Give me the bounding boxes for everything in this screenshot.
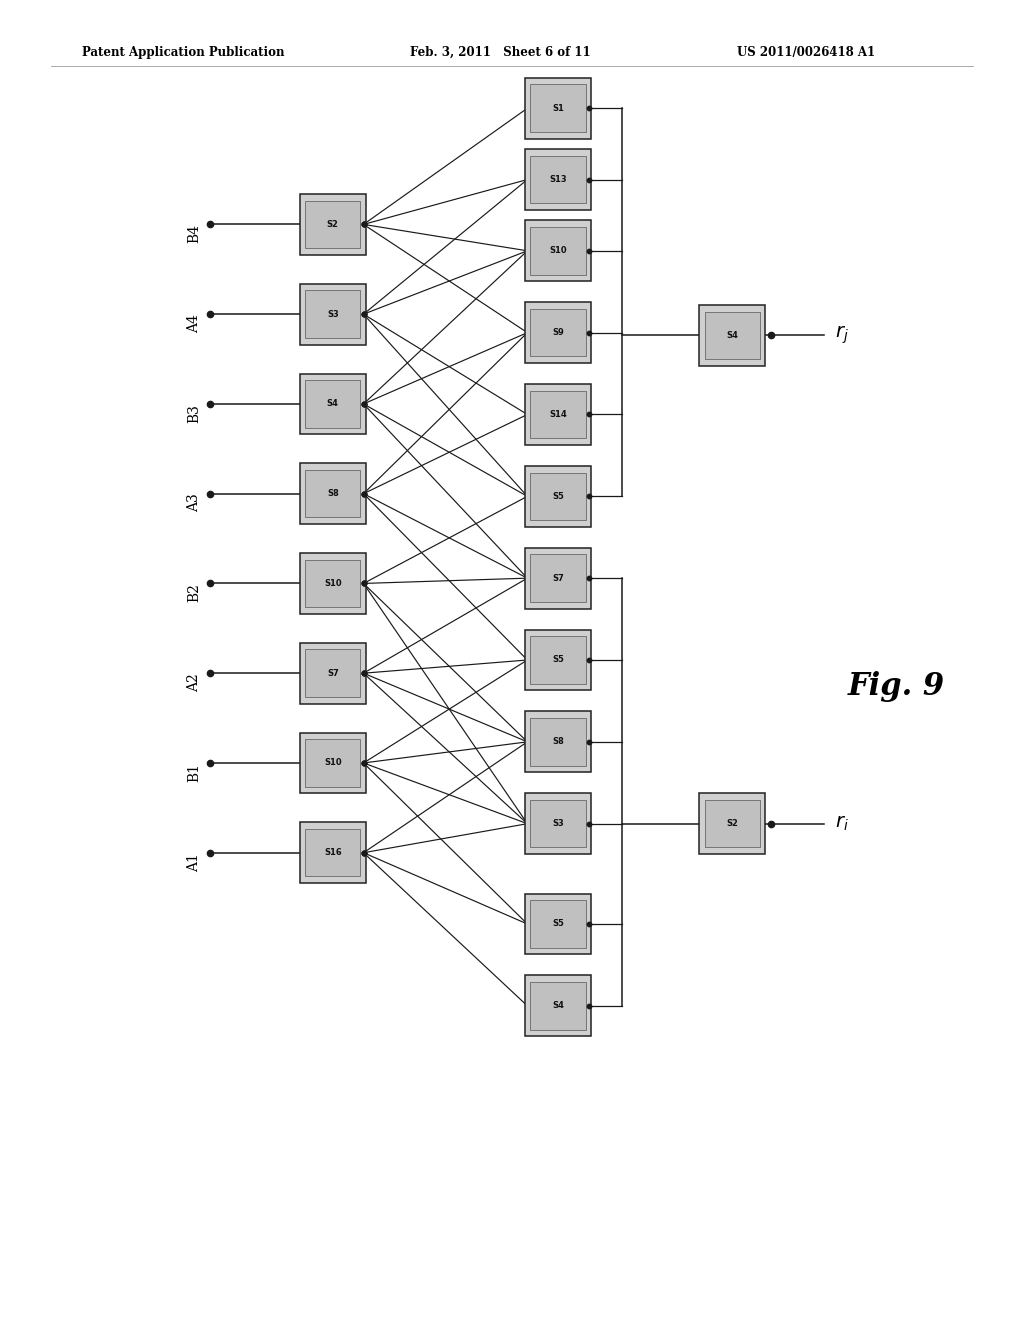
FancyBboxPatch shape — [530, 800, 586, 847]
Text: B4: B4 — [187, 224, 202, 243]
FancyBboxPatch shape — [699, 305, 765, 366]
FancyBboxPatch shape — [300, 733, 366, 793]
FancyBboxPatch shape — [305, 829, 360, 876]
FancyBboxPatch shape — [305, 739, 360, 787]
Text: S8: S8 — [327, 490, 339, 498]
FancyBboxPatch shape — [525, 384, 591, 445]
FancyBboxPatch shape — [530, 900, 586, 948]
FancyBboxPatch shape — [300, 194, 366, 255]
FancyBboxPatch shape — [300, 463, 366, 524]
FancyBboxPatch shape — [525, 975, 591, 1036]
Text: A2: A2 — [187, 673, 202, 692]
Text: Fig. 9: Fig. 9 — [848, 671, 944, 702]
Text: S7: S7 — [327, 669, 339, 677]
FancyBboxPatch shape — [305, 560, 360, 607]
FancyBboxPatch shape — [530, 156, 586, 203]
Text: $r_i$: $r_i$ — [835, 814, 848, 833]
Text: S9: S9 — [552, 329, 564, 337]
FancyBboxPatch shape — [530, 554, 586, 602]
Text: S2: S2 — [726, 820, 738, 828]
FancyBboxPatch shape — [305, 201, 360, 248]
Text: S1: S1 — [552, 104, 564, 112]
Text: $r_j$: $r_j$ — [835, 325, 848, 346]
Text: S13: S13 — [549, 176, 567, 183]
FancyBboxPatch shape — [305, 290, 360, 338]
Text: A1: A1 — [187, 853, 202, 871]
Text: S8: S8 — [552, 738, 564, 746]
FancyBboxPatch shape — [305, 380, 360, 428]
Text: S4: S4 — [552, 1002, 564, 1010]
FancyBboxPatch shape — [705, 800, 760, 847]
FancyBboxPatch shape — [530, 309, 586, 356]
FancyBboxPatch shape — [300, 374, 366, 434]
FancyBboxPatch shape — [525, 78, 591, 139]
FancyBboxPatch shape — [699, 793, 765, 854]
FancyBboxPatch shape — [530, 227, 586, 275]
Text: S2: S2 — [327, 220, 339, 228]
Text: S10: S10 — [324, 579, 342, 587]
Text: S3: S3 — [327, 310, 339, 318]
Text: A4: A4 — [187, 314, 202, 333]
FancyBboxPatch shape — [305, 649, 360, 697]
Text: A3: A3 — [187, 494, 202, 512]
FancyBboxPatch shape — [530, 982, 586, 1030]
FancyBboxPatch shape — [525, 630, 591, 690]
FancyBboxPatch shape — [525, 466, 591, 527]
FancyBboxPatch shape — [525, 220, 591, 281]
Text: S3: S3 — [552, 820, 564, 828]
Text: S10: S10 — [324, 759, 342, 767]
Text: S5: S5 — [552, 656, 564, 664]
Text: B1: B1 — [187, 763, 202, 781]
Text: S4: S4 — [726, 331, 738, 339]
FancyBboxPatch shape — [530, 473, 586, 520]
FancyBboxPatch shape — [525, 793, 591, 854]
FancyBboxPatch shape — [300, 643, 366, 704]
Text: S14: S14 — [549, 411, 567, 418]
Text: B3: B3 — [187, 404, 202, 422]
Text: S7: S7 — [552, 574, 564, 582]
FancyBboxPatch shape — [300, 822, 366, 883]
FancyBboxPatch shape — [525, 711, 591, 772]
Text: S5: S5 — [552, 492, 564, 500]
FancyBboxPatch shape — [305, 470, 360, 517]
Text: S16: S16 — [324, 849, 342, 857]
FancyBboxPatch shape — [300, 284, 366, 345]
FancyBboxPatch shape — [530, 84, 586, 132]
Text: B2: B2 — [187, 583, 202, 602]
Text: S4: S4 — [327, 400, 339, 408]
FancyBboxPatch shape — [525, 149, 591, 210]
FancyBboxPatch shape — [525, 548, 591, 609]
Text: S5: S5 — [552, 920, 564, 928]
FancyBboxPatch shape — [530, 718, 586, 766]
Text: S10: S10 — [549, 247, 567, 255]
FancyBboxPatch shape — [525, 302, 591, 363]
FancyBboxPatch shape — [300, 553, 366, 614]
FancyBboxPatch shape — [705, 312, 760, 359]
Text: US 2011/0026418 A1: US 2011/0026418 A1 — [737, 46, 876, 59]
Text: Patent Application Publication: Patent Application Publication — [82, 46, 285, 59]
Text: Feb. 3, 2011   Sheet 6 of 11: Feb. 3, 2011 Sheet 6 of 11 — [410, 46, 590, 59]
FancyBboxPatch shape — [525, 894, 591, 954]
FancyBboxPatch shape — [530, 636, 586, 684]
FancyBboxPatch shape — [530, 391, 586, 438]
